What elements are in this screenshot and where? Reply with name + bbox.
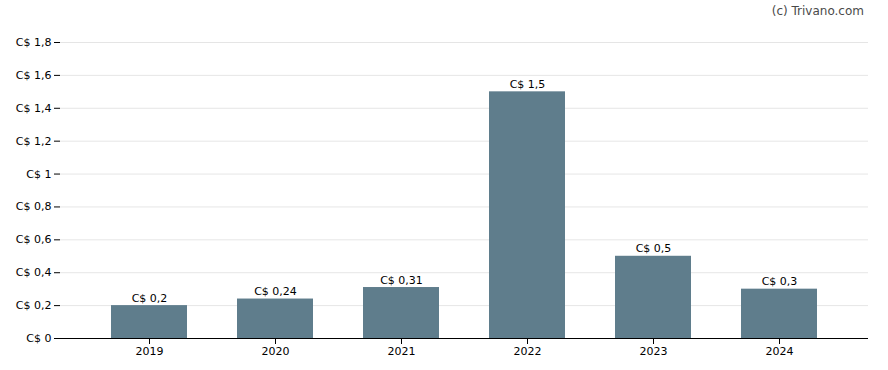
svg-text:2021: 2021: [388, 345, 416, 358]
svg-text:C$ 0,24: C$ 0,24: [254, 285, 297, 298]
svg-text:C$ 0,2: C$ 0,2: [16, 299, 52, 312]
svg-text:C$ 0,4: C$ 0,4: [16, 266, 52, 279]
svg-text:C$ 1,8: C$ 1,8: [16, 36, 52, 49]
svg-text:C$ 0,2: C$ 0,2: [132, 292, 168, 305]
svg-text:C$ 0: C$ 0: [26, 332, 51, 345]
svg-text:C$ 1,5: C$ 1,5: [510, 78, 546, 91]
svg-text:C$ 1: C$ 1: [26, 168, 51, 181]
svg-text:C$ 1,4: C$ 1,4: [16, 102, 52, 115]
svg-text:C$ 1,6: C$ 1,6: [16, 69, 52, 82]
svg-text:2024: 2024: [766, 345, 794, 358]
svg-text:2023: 2023: [640, 345, 668, 358]
svg-text:C$ 0,3: C$ 0,3: [762, 275, 798, 288]
svg-text:2019: 2019: [136, 345, 164, 358]
svg-text:C$ 0,5: C$ 0,5: [636, 242, 672, 255]
svg-text:C$ 0,31: C$ 0,31: [380, 274, 423, 287]
svg-text:C$ 0,6: C$ 0,6: [16, 233, 52, 246]
html-text:(c) Trivano.com: (c) Trivano.com: [771, 4, 864, 18]
svg-text:C$ 1,2: C$ 1,2: [16, 135, 52, 148]
svg-text:2020: 2020: [262, 345, 290, 358]
svg-text:C$ 0,8: C$ 0,8: [16, 200, 52, 213]
svg-text:2022: 2022: [514, 345, 542, 358]
